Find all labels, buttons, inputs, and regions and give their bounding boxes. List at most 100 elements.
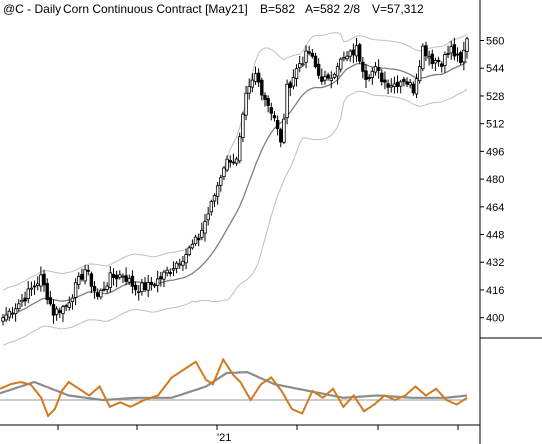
candle — [70, 294, 75, 310]
candle — [95, 288, 100, 300]
candle-body — [430, 53, 434, 65]
candle-body — [203, 221, 207, 234]
candle-body — [288, 82, 292, 89]
candle-body — [70, 297, 75, 303]
candle-body — [99, 289, 103, 298]
candle-body — [212, 195, 217, 202]
bollinger-bands — [2, 32, 468, 346]
candle — [165, 266, 169, 277]
candle — [92, 280, 97, 299]
candle — [124, 267, 128, 286]
candle — [215, 181, 220, 205]
candle-body — [193, 236, 198, 245]
candle-body — [402, 78, 406, 82]
candle-body — [417, 66, 422, 82]
candle — [383, 71, 387, 90]
candle — [7, 308, 12, 321]
candle — [376, 59, 381, 79]
candle — [54, 306, 59, 321]
candle-body — [373, 66, 378, 73]
candle — [137, 285, 141, 301]
candle-body — [364, 70, 368, 80]
candle — [222, 166, 226, 181]
candle-body — [354, 45, 359, 57]
candle-body — [17, 303, 21, 310]
candle — [446, 45, 450, 58]
candle — [42, 269, 46, 292]
candle — [1, 314, 5, 326]
candle-body — [408, 82, 412, 86]
candle-body — [89, 273, 94, 287]
candle — [386, 79, 390, 94]
upper-band — [2, 32, 468, 291]
candle-body — [238, 136, 242, 162]
candle — [228, 155, 232, 168]
time-ticks — [57, 425, 459, 430]
candle — [433, 57, 438, 71]
candle-body — [389, 85, 393, 88]
candle-body — [380, 72, 384, 83]
candle — [143, 276, 147, 293]
price-tick-label: 416 — [486, 285, 504, 297]
candle — [187, 245, 191, 257]
candle-body — [414, 78, 419, 95]
candle — [133, 281, 138, 296]
candle — [174, 261, 179, 274]
candle — [458, 50, 463, 65]
candle — [206, 207, 210, 226]
candle-body — [95, 292, 100, 297]
candle-body — [114, 274, 119, 280]
candle — [402, 76, 406, 87]
candle — [316, 58, 321, 79]
candle-body — [36, 283, 40, 286]
candle — [29, 281, 34, 297]
candle-body — [127, 278, 131, 283]
candle — [421, 43, 425, 72]
candle — [414, 73, 419, 99]
candle-body — [152, 284, 157, 287]
candle-body — [275, 120, 280, 130]
candle — [225, 155, 229, 173]
candle-body — [190, 243, 195, 249]
candle — [102, 281, 106, 292]
ma-line — [2, 61, 468, 319]
price-tick-label: 560 — [486, 36, 504, 48]
candle — [247, 78, 251, 100]
candle-body — [313, 55, 318, 68]
candle-body — [121, 275, 125, 278]
candle — [364, 63, 368, 88]
candle-body — [162, 271, 166, 280]
candle — [424, 41, 428, 62]
candle — [332, 72, 337, 80]
candle — [342, 51, 346, 62]
candle — [121, 273, 125, 284]
candle-body — [304, 50, 308, 63]
candle — [440, 61, 444, 73]
candle-body — [39, 274, 43, 287]
candle — [399, 79, 403, 94]
candle-body — [436, 59, 441, 63]
candle-body — [244, 92, 248, 116]
candle-body — [285, 83, 289, 119]
candle — [462, 41, 466, 71]
candle-body — [241, 113, 245, 138]
candle — [159, 271, 163, 287]
candle — [354, 37, 359, 63]
candle — [17, 299, 21, 312]
candle-body — [32, 285, 37, 288]
candles — [1, 36, 469, 326]
candle — [275, 115, 280, 136]
candle-body — [51, 304, 56, 316]
candle-body — [168, 272, 172, 274]
candle — [114, 270, 119, 288]
candle — [193, 234, 198, 246]
candle — [155, 270, 160, 293]
candle — [307, 45, 311, 56]
candle — [436, 56, 441, 67]
candle-body — [102, 288, 106, 291]
candle-body — [383, 79, 387, 83]
candle-body — [370, 70, 375, 78]
price-tick-label: 528 — [486, 91, 504, 103]
candle — [127, 274, 131, 286]
